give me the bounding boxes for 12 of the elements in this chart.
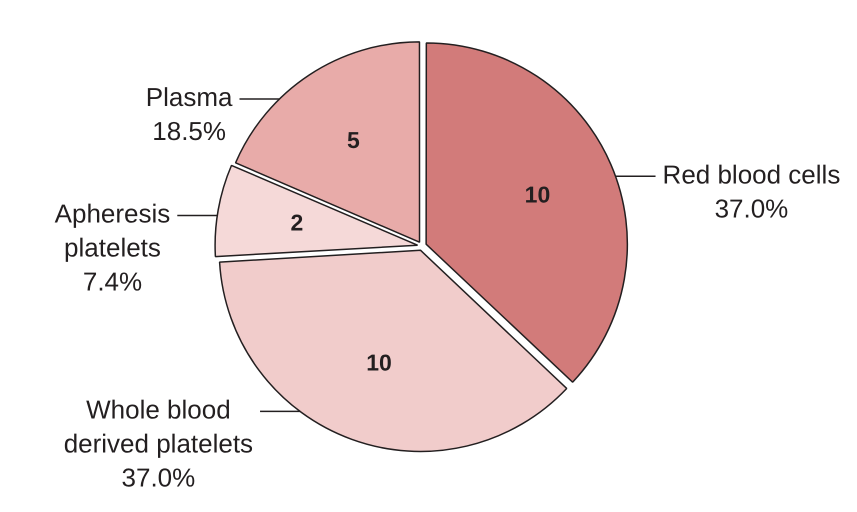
slice-label: Red blood cells [662, 159, 840, 190]
data-label: 5 [346, 127, 360, 154]
text: 37.0% [122, 462, 196, 493]
slice-label: Apheresis platelets [54, 198, 170, 263]
slice-label: Plasma [146, 82, 234, 112]
text: 18.5% [152, 116, 226, 146]
text: 37.0% [714, 193, 788, 224]
slice-label: Whole blood derived platelets [64, 394, 254, 459]
text: 7.4% [82, 266, 142, 297]
data-label: 2 [290, 209, 304, 236]
data-label: 10 [366, 349, 392, 376]
data-label: 10 [524, 182, 550, 208]
